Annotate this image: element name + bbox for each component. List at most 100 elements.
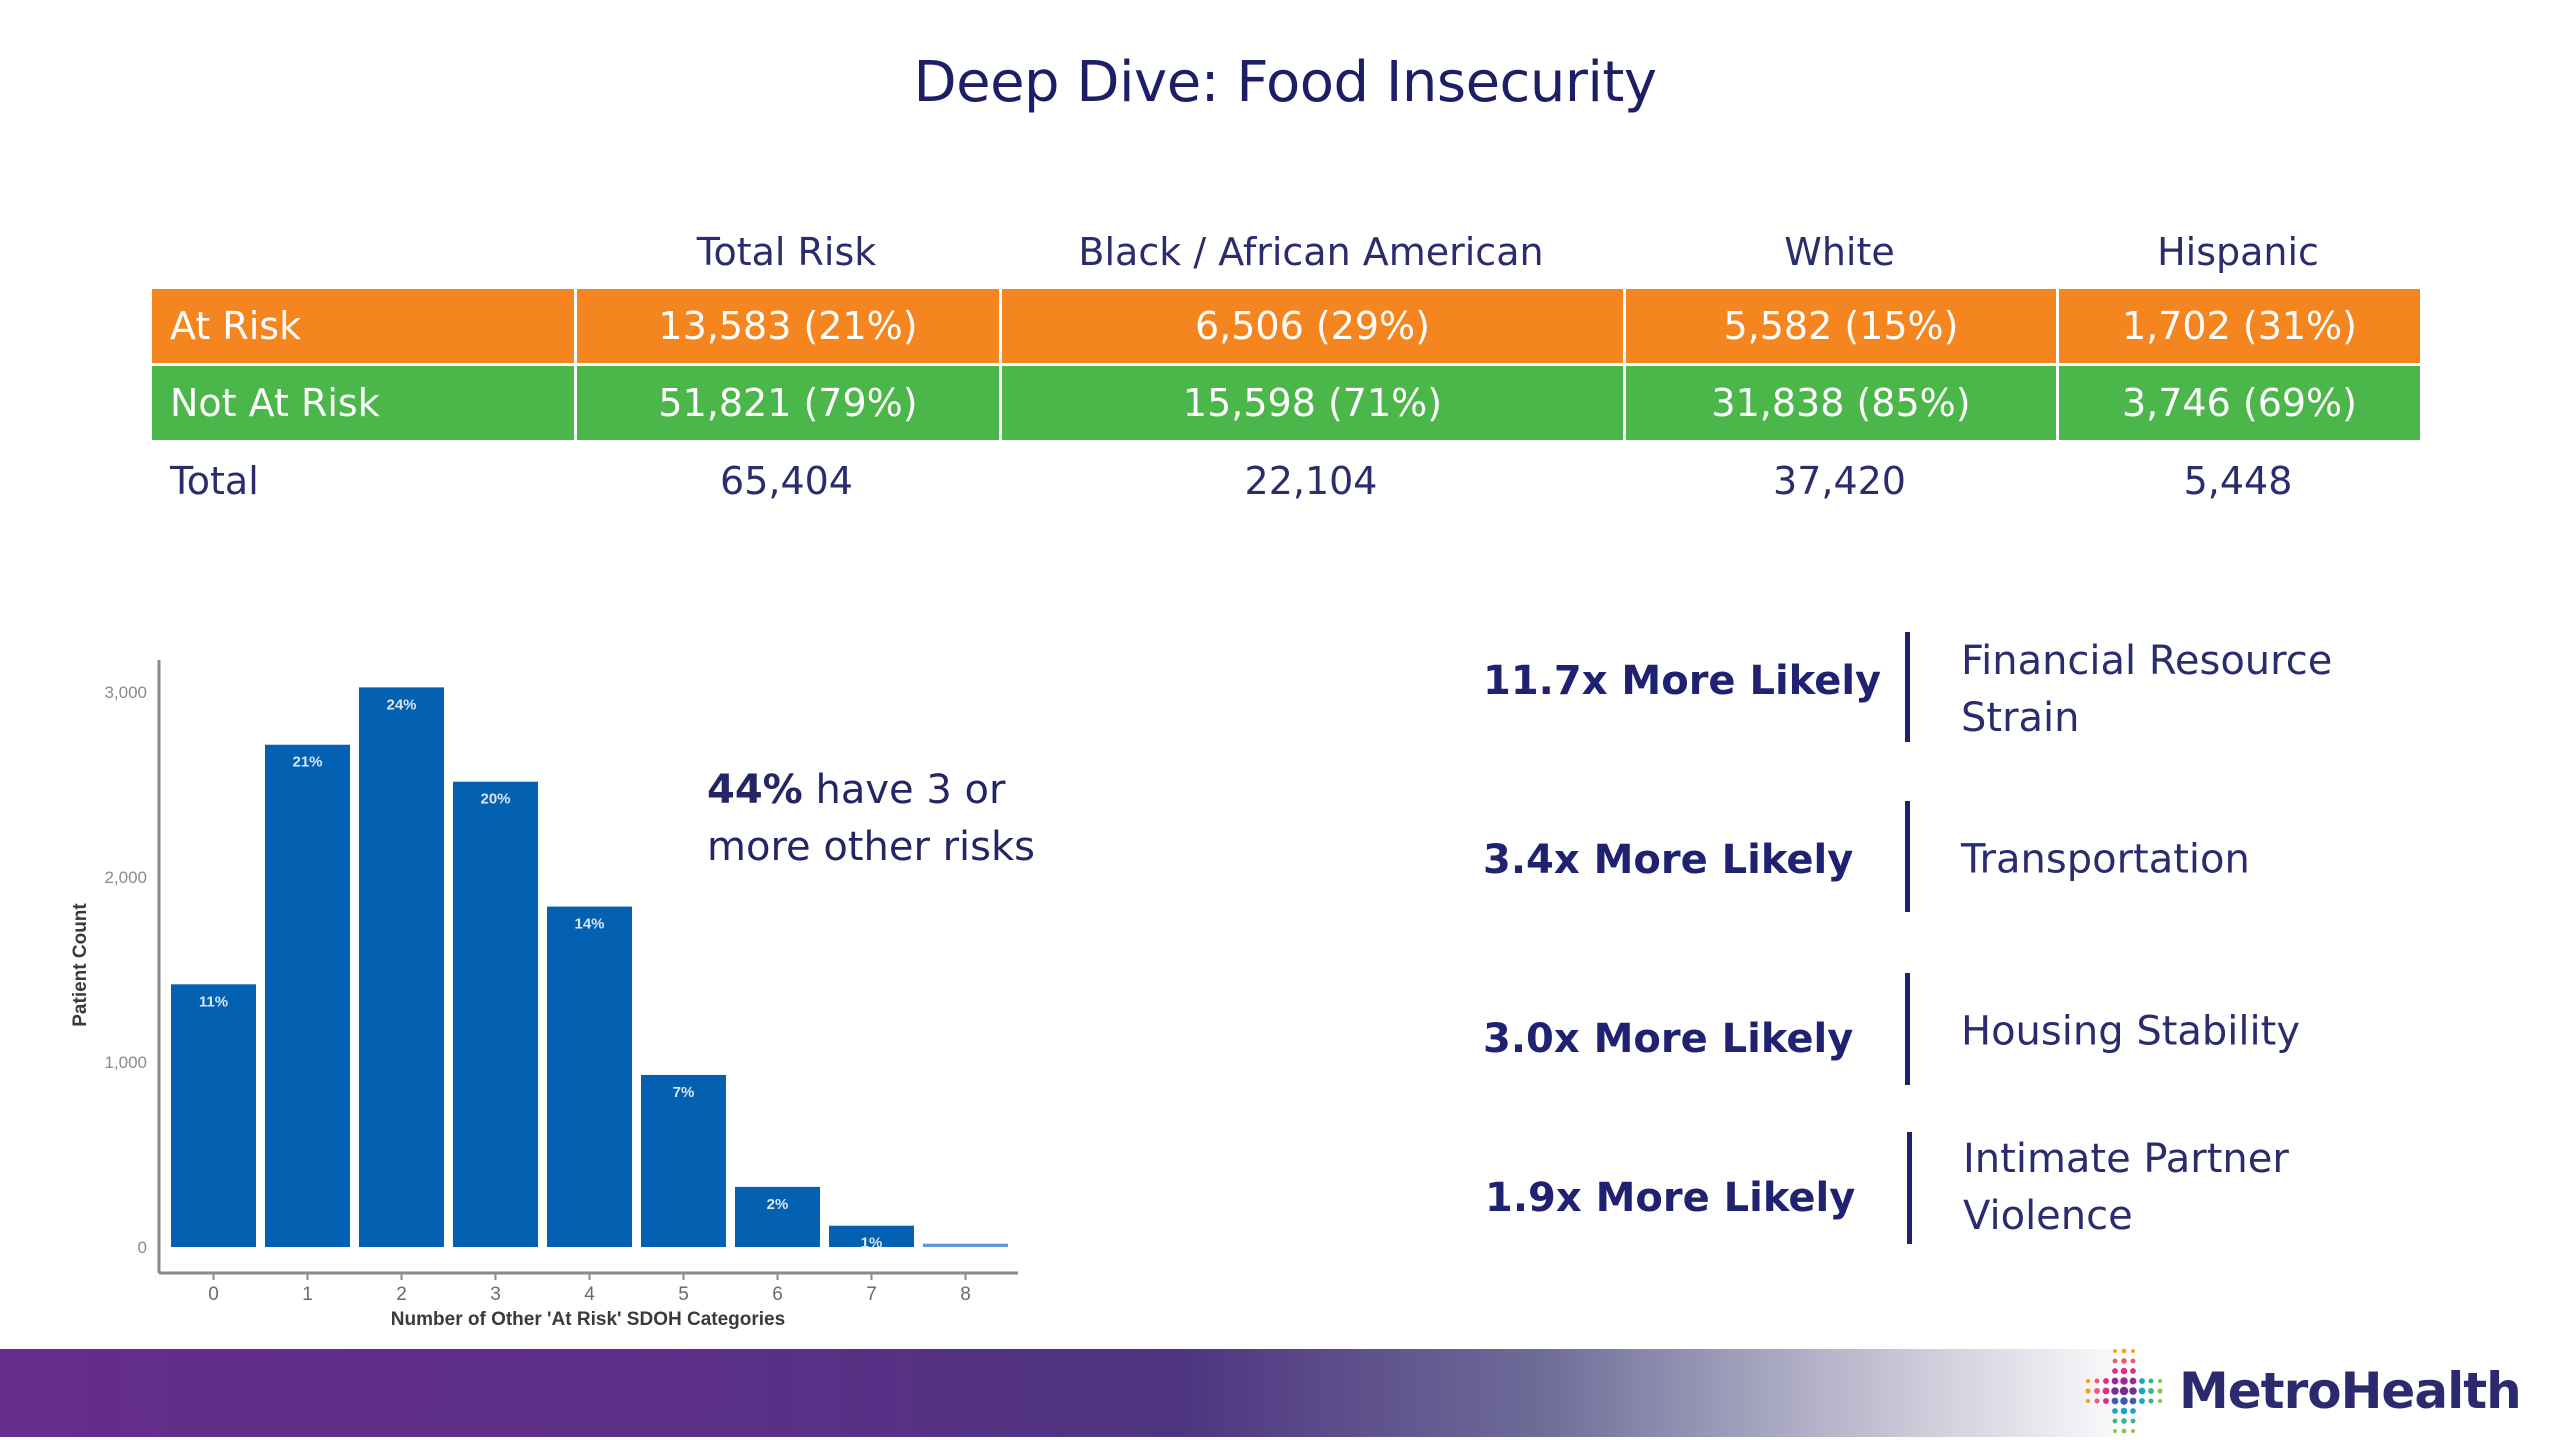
- x-tick-label: 3: [490, 1284, 501, 1305]
- bar-4: [547, 906, 632, 1247]
- logo-dot: [2157, 1388, 2163, 1394]
- logo-dot: [2121, 1348, 2127, 1354]
- likelihood-category: Financial Resource Strain: [1961, 638, 2333, 741]
- logo-dot: [2157, 1378, 2163, 1384]
- logo-dot: [2094, 1388, 2100, 1394]
- logo-dot: [2085, 1378, 2091, 1384]
- x-axis-label: Number of Other 'At Risk' SDOH Categorie…: [391, 1309, 785, 1330]
- bar-7: [829, 1225, 914, 1247]
- x-tick-label: 2: [396, 1284, 407, 1305]
- bar-data-label: 11%: [199, 993, 228, 1010]
- bar-3: [453, 781, 538, 1247]
- y-tick-label: 2,000: [104, 868, 147, 887]
- row-label: Not At Risk: [170, 381, 380, 425]
- bar-data-label: 7%: [673, 1084, 695, 1101]
- logo-dot: [2111, 1387, 2119, 1395]
- footer-gradient-band: [0, 1349, 2140, 1437]
- callout-percent: 44%: [707, 767, 803, 813]
- column-header: Total Risk: [696, 230, 877, 274]
- table-cell: 31,838 (85%): [1623, 366, 2056, 440]
- x-tick-label: 6: [772, 1284, 783, 1305]
- logo-dot: [2121, 1428, 2127, 1434]
- table-cell: 37,420: [1773, 459, 1906, 503]
- table-cell: 51,821 (79%): [574, 366, 999, 440]
- table-cell: 6,506 (29%): [999, 289, 1623, 363]
- logo-dot: [2120, 1377, 2128, 1385]
- table-cell: 5,582 (15%): [1623, 289, 2056, 363]
- table-cell: 22,104: [1244, 459, 1378, 503]
- logo-dot: [2139, 1398, 2145, 1404]
- row-label: At Risk: [170, 304, 302, 348]
- x-tick-label: 8: [960, 1284, 971, 1305]
- likelihood-category: Housing Stability: [1961, 1008, 2300, 1055]
- logo-dot: [2131, 1429, 2135, 1433]
- bar-data-label: 21%: [292, 754, 322, 771]
- bar-1: [265, 744, 350, 1247]
- x-tick-label: 7: [866, 1284, 877, 1305]
- bar-data-label: 24%: [386, 696, 416, 713]
- logo-dot: [2113, 1349, 2117, 1353]
- x-tick-label: 4: [584, 1284, 595, 1305]
- y-tick-label: 3,000: [104, 683, 147, 702]
- row-label: Total: [170, 459, 259, 503]
- bar-5: [641, 1074, 726, 1247]
- slide-title: Deep Dive: Food Insecurity: [913, 50, 1658, 115]
- bar-data-label: 14%: [574, 916, 604, 933]
- table-cell: 1,702 (31%): [2056, 289, 2420, 363]
- logo-dot: [2094, 1398, 2100, 1404]
- logo-dot: [2103, 1398, 2109, 1404]
- bar-6: [735, 1186, 820, 1247]
- bar-data-label: 20%: [480, 791, 510, 808]
- bar-8: [923, 1243, 1008, 1247]
- logo-dot: [2121, 1358, 2127, 1364]
- column-header: White: [1784, 230, 1895, 274]
- metrohealth-logo: MetroHealth: [2081, 1345, 2522, 1437]
- logo-dot: [2157, 1398, 2163, 1404]
- likelihood-value: 3.4x More Likely: [1483, 837, 1854, 883]
- logo-dot: [2120, 1407, 2128, 1415]
- logo-dot: [2129, 1387, 2137, 1395]
- logo-dot: [2130, 1368, 2136, 1374]
- logo-dot: [2120, 1367, 2128, 1375]
- bar-data-label: 2%: [767, 1196, 789, 1213]
- y-tick-label: 1,000: [104, 1053, 147, 1072]
- bar-0: [171, 984, 256, 1247]
- column-header: Black / African American: [1078, 230, 1544, 274]
- divider: [1905, 973, 1910, 1085]
- logo-dot: [2130, 1418, 2136, 1424]
- likelihood-value: 1.9x More Likely: [1485, 1175, 1856, 1221]
- column-header: Hispanic: [2157, 230, 2319, 274]
- logo-dot: [2148, 1378, 2154, 1384]
- dotted-cross-logo-icon: [2085, 1348, 2163, 1434]
- logo-dot: [2129, 1397, 2137, 1405]
- logo-dot: [2111, 1397, 2119, 1405]
- logo-dot: [2103, 1378, 2109, 1384]
- bar-2: [359, 687, 444, 1247]
- logo-dot: [2121, 1418, 2127, 1424]
- logo-dot: [2129, 1377, 2137, 1385]
- y-axis-label: Patient Count: [70, 903, 91, 1027]
- logo-dot: [2130, 1408, 2136, 1414]
- logo-dot: [2138, 1387, 2146, 1395]
- logo-dot: [2094, 1378, 2100, 1384]
- table-cell: 15,598 (71%): [999, 366, 1623, 440]
- x-tick-label: 0: [208, 1284, 219, 1305]
- logo-dot: [2112, 1358, 2118, 1364]
- likelihood-category: Intimate Partner Violence: [1963, 1136, 2289, 1239]
- logo-dot: [2131, 1349, 2135, 1353]
- likelihood-value: 11.7x More Likely: [1483, 658, 1882, 704]
- x-tick-label: 1: [302, 1284, 313, 1305]
- patient-count-bar-chart: 11% 21% 24% 20% 14% 7% 2% 1% 0 1,000 2,000 3,000 0…: [70, 660, 1018, 1330]
- table-cell: 65,404: [720, 459, 853, 503]
- logo-dot: [2119, 1386, 2129, 1396]
- table-cell: 5,448: [2183, 459, 2293, 503]
- divider: [1907, 1132, 1912, 1244]
- logo-dot: [2102, 1387, 2110, 1395]
- divider: [1905, 632, 1910, 742]
- logo-dot: [2113, 1429, 2117, 1433]
- likelihood-category: Transportation: [1961, 836, 2250, 883]
- logo-dot: [2139, 1378, 2145, 1384]
- logo-dot: [2148, 1398, 2154, 1404]
- table-cell: 3,746 (69%): [2056, 366, 2420, 440]
- logo-dot: [2148, 1388, 2154, 1394]
